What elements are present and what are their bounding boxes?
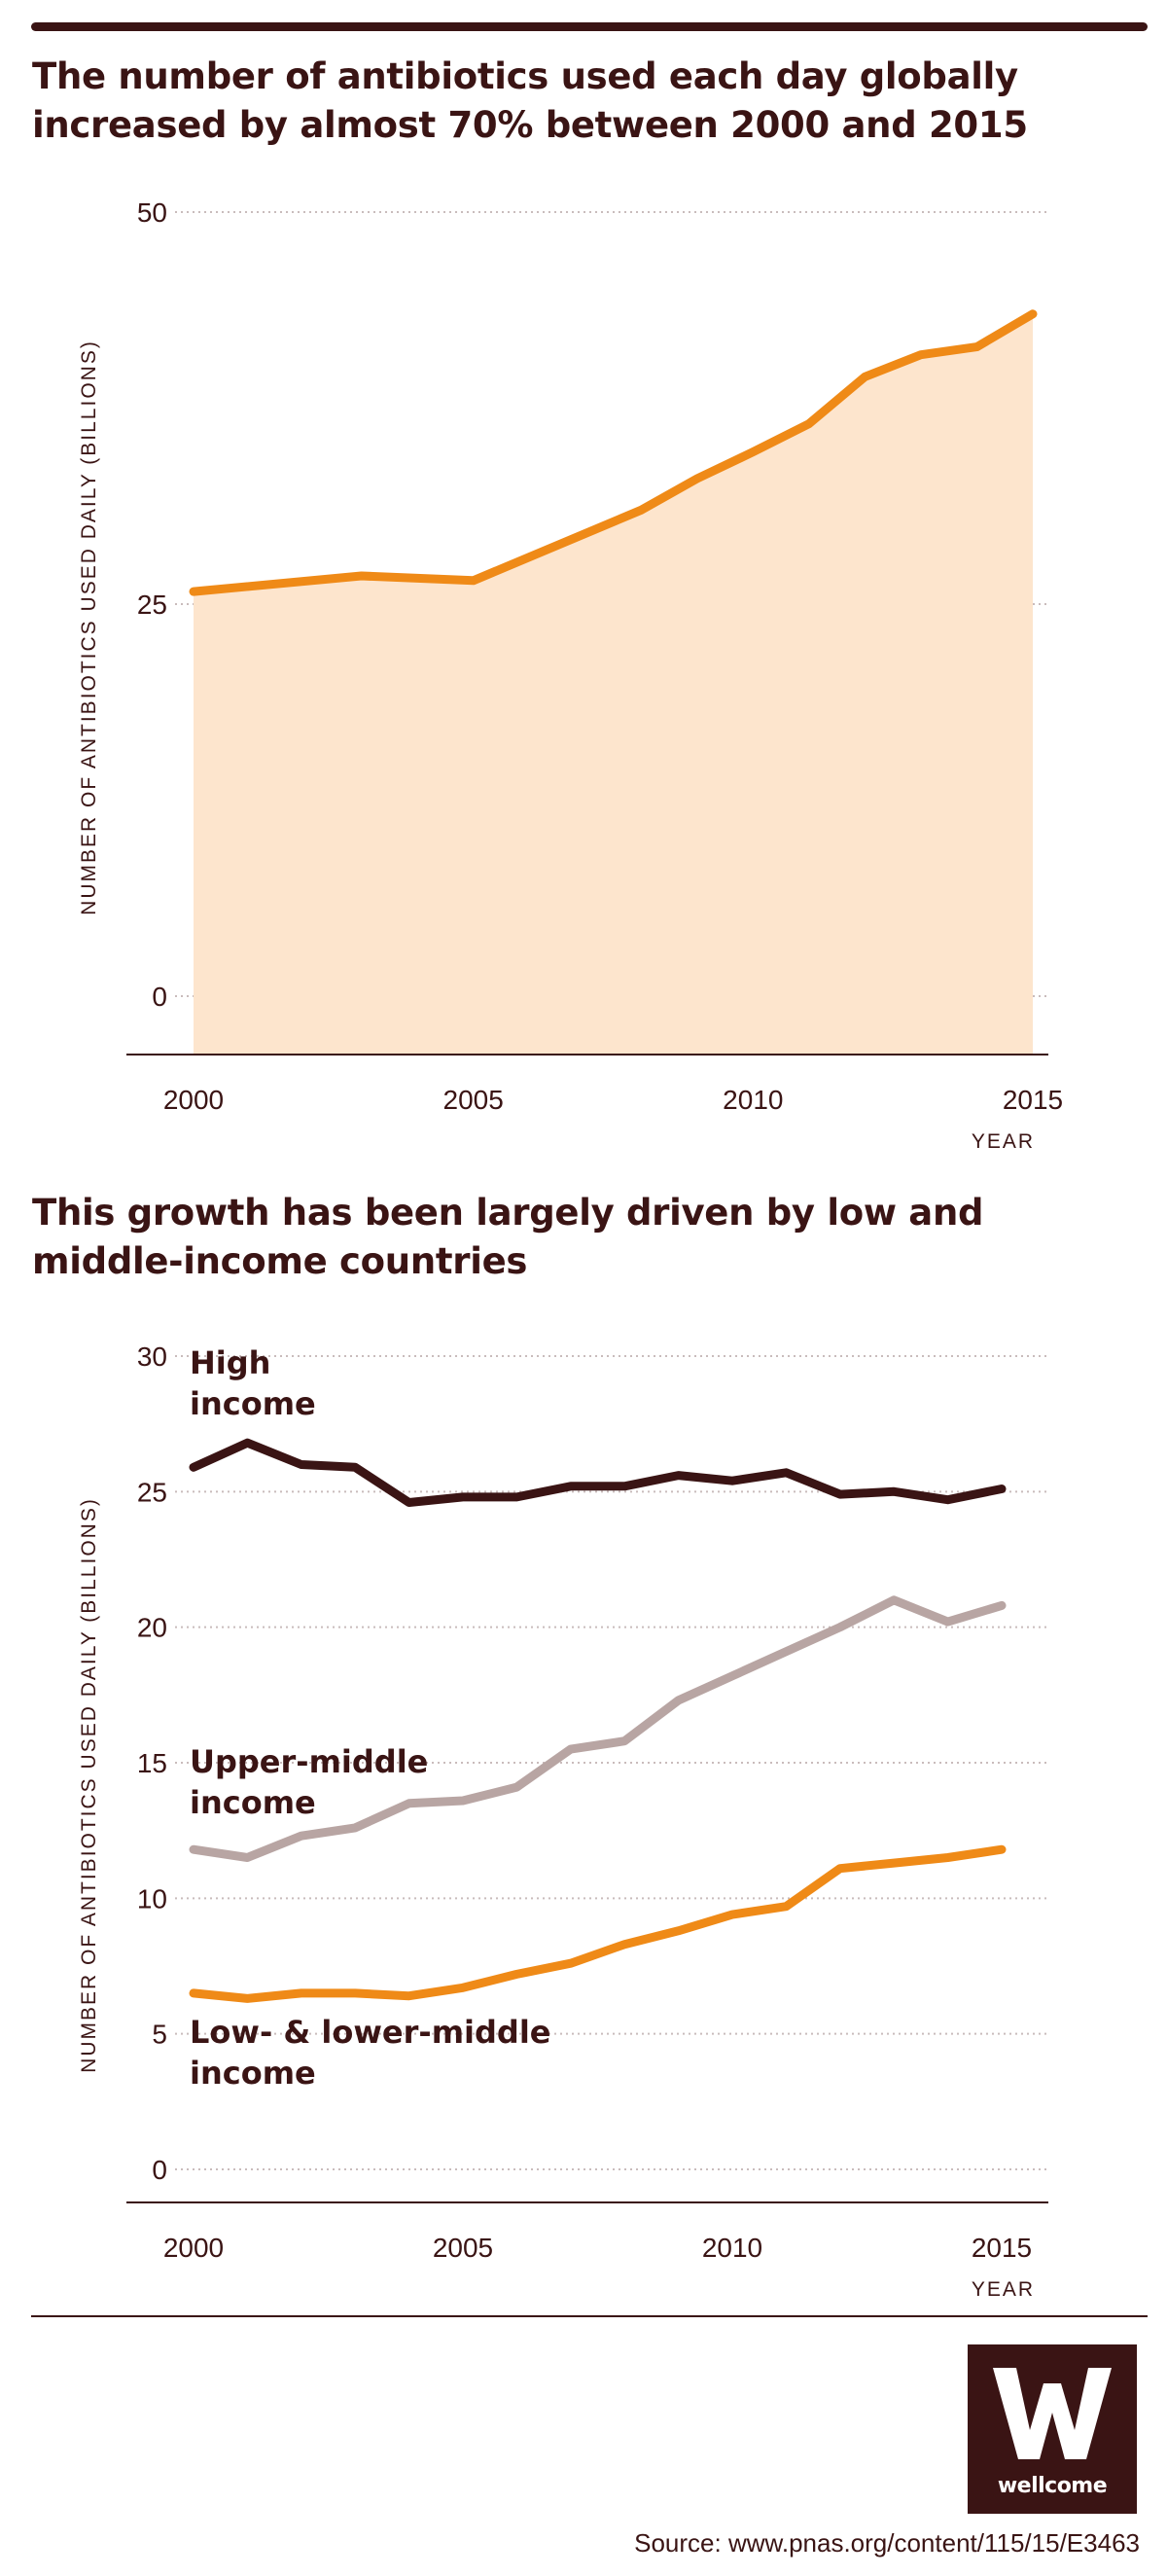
- source-note: Source: www.pnas.org/content/115/15/E346…: [634, 2528, 1140, 2558]
- x-tick-label: 2015: [972, 2233, 1032, 2263]
- y-axis-label: NUMBER OF ANTIBIOTICS USED DAILY (BILLIO…: [78, 1497, 100, 2073]
- y-tick-label: 20: [137, 1613, 167, 1643]
- wellcome-logo: wellcome: [968, 2344, 1137, 2514]
- bottom-rule: [31, 2315, 1148, 2317]
- chart-2-title: This growth has been largely driven by l…: [32, 1192, 984, 1282]
- area-fill: [194, 313, 1033, 1055]
- w-logo-icon: [993, 2368, 1112, 2459]
- series-line: [189, 309, 1038, 596]
- y-tick-label: 25: [137, 590, 167, 620]
- chart-2: 0 5 10 15 20 25 30 2000 2005 2010 2015 High income…: [78, 1342, 1048, 2301]
- y-tick-label: 50: [137, 197, 167, 228]
- series-line-upper-middle-income: [189, 1595, 1007, 1862]
- y-tick-label: 10: [137, 1883, 167, 1914]
- x-tick-label: 2000: [163, 1085, 224, 1115]
- x-tick-label: 2015: [1003, 1085, 1063, 1115]
- x-tick-label: 2010: [702, 2233, 762, 2263]
- label-low-lower-middle-income: Low- & lower-middle income: [190, 2014, 550, 2092]
- y-tick-label: 0: [152, 2155, 167, 2185]
- y-tick-label: 30: [137, 1342, 167, 1372]
- series-line-high-income: [189, 1438, 1007, 1507]
- x-tick-label: 2000: [163, 2233, 224, 2263]
- x-tick-label: 2005: [443, 1085, 504, 1115]
- logo-text: wellcome: [997, 2474, 1108, 2498]
- y-axis-label: NUMBER OF ANTIBIOTICS USED DAILY (BILLIO…: [78, 340, 100, 915]
- y-tick-label: 25: [137, 1477, 167, 1507]
- label-high-income: High income: [190, 1344, 316, 1422]
- label-upper-middle-income: Upper-middle income: [190, 1743, 428, 1821]
- y-tick-label: 0: [152, 982, 167, 1012]
- y-tick-label: 15: [137, 1748, 167, 1778]
- x-tick-label: 2005: [433, 2233, 493, 2263]
- x-axis-label: YEAR: [972, 2278, 1035, 2301]
- x-axis-label: YEAR: [972, 1130, 1035, 1148]
- chart-1-title: The number of antibiotics used each day …: [32, 55, 1028, 146]
- series-line-low-lower-middle-income: [189, 1844, 1007, 2003]
- y-tick-label: 5: [152, 2020, 167, 2050]
- x-tick-label: 2010: [723, 1085, 783, 1115]
- top-rule: [31, 22, 1148, 31]
- chart-1: 0 25 50 2000 2005 2010 2015 NUMBER OF ANTIBIO…: [78, 197, 1063, 1148]
